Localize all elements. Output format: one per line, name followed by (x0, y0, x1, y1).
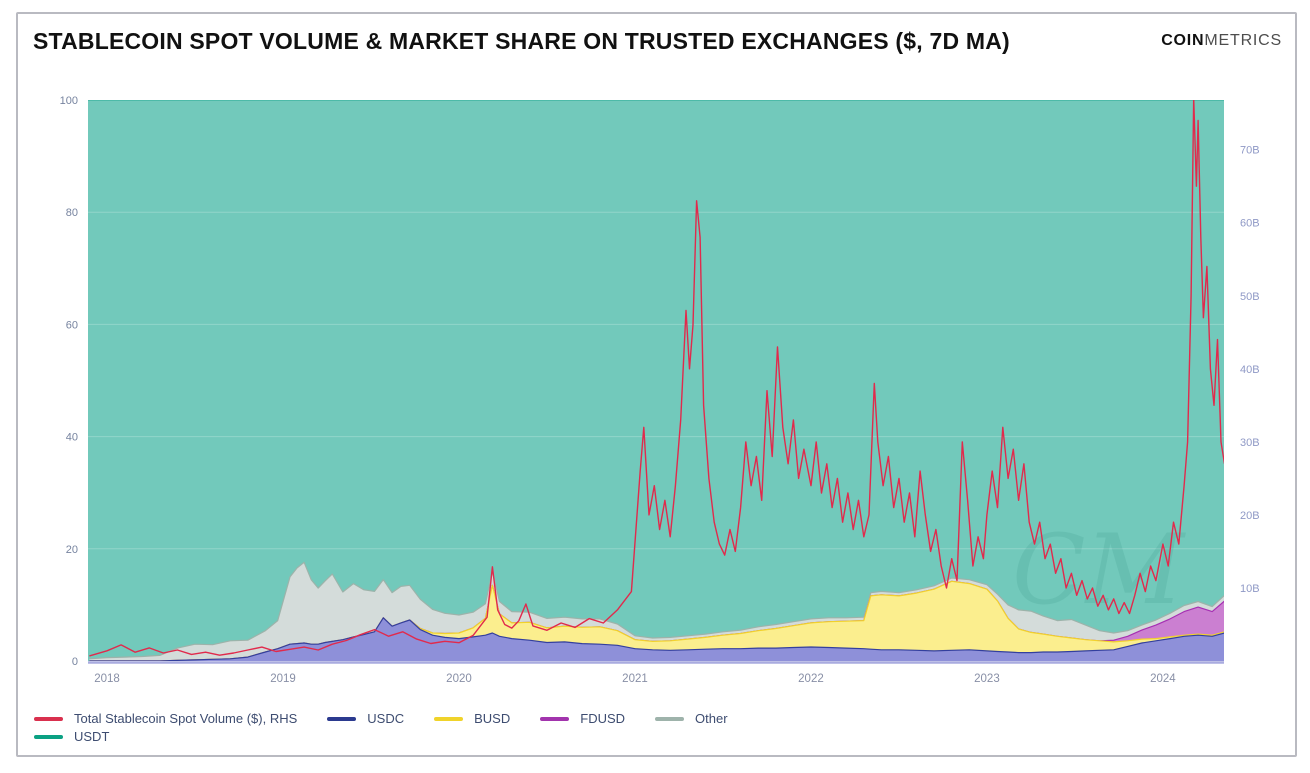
y-right-tick-70B: 70B (1240, 145, 1260, 157)
y-right-tick-20B: 20B (1240, 510, 1260, 522)
y-right-tick-60B: 60B (1240, 218, 1260, 230)
legend-swatch-icon (540, 716, 570, 721)
x-tick-2024: 2024 (1150, 673, 1176, 685)
page-title: STABLECOIN SPOT VOLUME & MARKET SHARE ON… (33, 28, 1010, 54)
y-right-tick-10B: 10B (1240, 583, 1260, 595)
area-usdc-edge (89, 617, 1224, 661)
total-volume-line (89, 100, 1224, 657)
y-right-tick-30B: 30B (1240, 437, 1260, 449)
coinmetrics-logo: COINMETRICS (1161, 32, 1282, 50)
logo-metrics: METRICS (1204, 32, 1282, 49)
legend-swatch-icon (434, 716, 464, 721)
y-left-tick-80: 80 (66, 207, 78, 219)
x-tick-2020: 2020 (446, 673, 472, 685)
legend-item-total-stablecoin-spot-volume-rhs[interactable]: Total Stablecoin Spot Volume ($), RHS (34, 711, 297, 726)
y-left-tick-0: 0 (72, 656, 78, 668)
y-left-tick-60: 60 (66, 319, 78, 331)
legend-item-other[interactable]: Other (655, 711, 728, 726)
y-right-tick-40B: 40B (1240, 364, 1260, 376)
legend-item-busd[interactable]: BUSD (434, 711, 510, 726)
x-tick-2022: 2022 (798, 673, 824, 685)
legend-swatch-icon (655, 716, 685, 721)
x-tick-2019: 2019 (270, 673, 296, 685)
legend-label: Total Stablecoin Spot Volume ($), RHS (74, 711, 298, 726)
legend-label: BUSD (474, 711, 511, 726)
legend-label: USDT (74, 729, 110, 744)
x-tick-2021: 2021 (622, 673, 648, 685)
x-tick-2018: 2018 (94, 673, 120, 685)
legend-label: USDC (367, 711, 405, 726)
y-left-tick-100: 100 (60, 95, 78, 107)
chart-legend: Total Stablecoin Spot Volume ($), RHS USD… (34, 711, 728, 744)
y-left-tick-20: 20 (66, 544, 78, 556)
legend-swatch-icon (327, 716, 357, 721)
legend-swatch-icon (34, 716, 63, 721)
area-usdc (89, 617, 1224, 661)
legend-label: FDUSD (580, 711, 626, 726)
legend-item-usdt[interactable]: USDT (34, 729, 109, 744)
legend-row-2: USDT (34, 729, 674, 744)
legend-label: Other (695, 711, 728, 726)
x-tick-2023: 2023 (974, 673, 1000, 685)
legend-item-usdc[interactable]: USDC (327, 711, 404, 726)
area-other-edge (89, 561, 1224, 660)
y-left-tick-40: 40 (66, 432, 78, 444)
y-right-tick-50B: 50B (1240, 291, 1260, 303)
area-usdt (88, 100, 1224, 661)
legend-swatch-icon (34, 734, 63, 739)
legend-item-fdusd[interactable]: FDUSD (540, 711, 625, 726)
legend-row-1: Total Stablecoin Spot Volume ($), RHS USD… (34, 711, 728, 726)
logo-coin: COIN (1161, 32, 1205, 49)
